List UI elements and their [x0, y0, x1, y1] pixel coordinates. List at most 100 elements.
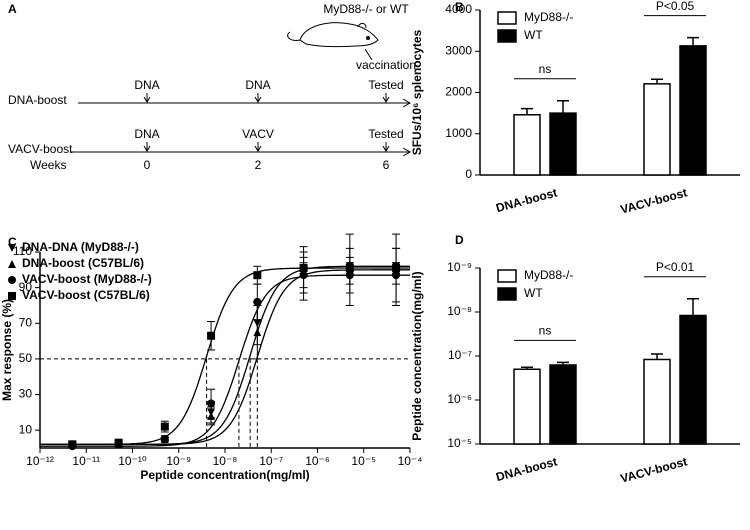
point: [299, 264, 308, 273]
error-bar: [687, 298, 699, 316]
event-label: vaccination: [356, 58, 416, 72]
bar: [679, 314, 707, 445]
y-tick-label: 10⁻⁷: [448, 348, 472, 362]
panel-label: B: [455, 0, 464, 14]
significance-label: P<0.05: [656, 0, 695, 13]
panel-label: A: [8, 2, 17, 16]
bar: [513, 114, 541, 176]
bar: [643, 358, 671, 445]
y-tick-label: 2000: [445, 85, 472, 99]
x-tick-label: DNA-boost: [494, 454, 558, 484]
x-tick-label: DNA-boost: [494, 185, 558, 215]
arrow-head: [402, 147, 412, 157]
legend-swatch: [497, 11, 517, 25]
significance-label: P<0.01: [656, 260, 695, 274]
week-label: 2: [255, 158, 262, 172]
step-label: DNA: [134, 78, 159, 92]
legend-label: DNA-boost (C57BL/6): [22, 256, 144, 270]
x-tick-label: 10⁻⁸: [213, 454, 238, 468]
error-bar: [651, 353, 663, 360]
point: [392, 264, 401, 273]
step-label: VACV: [242, 127, 274, 141]
x-tick-label: 10⁻¹¹: [72, 454, 100, 468]
y-tick-label: 4000: [445, 2, 472, 16]
legend-marker: [8, 244, 16, 252]
arrow-head: [382, 96, 390, 103]
x-tick-label: 10⁻¹²: [26, 454, 54, 468]
bar: [643, 83, 671, 176]
x-tick-label: 10⁻⁷: [259, 454, 283, 468]
legend-swatch: [497, 269, 517, 283]
x-tick-label: 10⁻⁹: [166, 454, 191, 468]
x-tick-label: VACV-boost: [619, 185, 689, 216]
arrow-head: [402, 98, 412, 108]
point: [253, 328, 262, 337]
legend-label: VACV-boost (MyD88-/-): [22, 272, 152, 286]
legend-label: WT: [524, 28, 543, 42]
legend-label: DNA-DNA (MyD88-/-): [22, 240, 139, 254]
error-bar: [557, 100, 569, 114]
mouse-icon: [287, 22, 379, 48]
legend-swatch: [497, 29, 517, 43]
x-tick-label: 10⁻⁵: [351, 454, 376, 468]
significance-label: ns: [539, 324, 552, 338]
point: [68, 440, 77, 449]
arrow-head: [143, 96, 151, 103]
error-bar: [557, 361, 569, 365]
y-tick-label: 70: [19, 315, 33, 329]
y-tick-label: 10: [19, 422, 33, 436]
step-label: Tested: [368, 78, 403, 92]
error-bar: [521, 366, 533, 370]
step-label: Tested: [368, 127, 403, 141]
y-tick-label: 110: [13, 244, 32, 258]
y-tick-label: 50: [19, 351, 33, 365]
y-tick-label: 3000: [445, 43, 472, 57]
legend-marker: [8, 292, 16, 300]
y-tick-label: 30: [19, 387, 33, 401]
legend-marker: [8, 276, 16, 284]
header: MyD88-/- or WT: [323, 2, 409, 16]
y-tick-label: 90: [19, 280, 33, 294]
y-tick-label: 10⁻⁶: [447, 392, 472, 406]
x-tick-label: VACV-boost: [619, 454, 689, 485]
y-axis-label: Max response (%): [0, 299, 14, 401]
error-bar: [687, 36, 699, 46]
legend-label: VACV-boost (C57BL/6): [22, 288, 150, 302]
week-label: 0: [144, 158, 151, 172]
legend-label: MyD88-/-: [524, 10, 573, 24]
point: [207, 331, 216, 340]
arrow-head: [254, 96, 262, 103]
step-label: DNA: [245, 78, 270, 92]
point: [253, 271, 262, 280]
row-label: VACV-boost: [8, 142, 73, 156]
point: [207, 399, 216, 408]
bar: [513, 368, 541, 445]
y-tick-label: 10⁻⁸: [447, 304, 472, 318]
bar: [549, 112, 577, 176]
y-axis-label: SFUs/10⁶ splenocytes: [410, 29, 424, 155]
bar: [549, 364, 577, 445]
y-tick-label: 1000: [445, 126, 472, 140]
error-bar: [651, 78, 663, 84]
panel-label: D: [455, 233, 464, 247]
weeks-label: Weeks: [30, 158, 66, 172]
point: [114, 438, 123, 447]
legend-label: WT: [524, 286, 543, 300]
panel-label: C: [8, 235, 17, 249]
x-tick-label: 10⁻¹⁰: [118, 454, 147, 468]
week-label: 6: [383, 158, 390, 172]
step-label: DNA: [134, 127, 159, 141]
x-axis-label: Peptide concentration(mg/ml): [140, 468, 309, 482]
arrow-head: [382, 145, 390, 152]
y-tick-label: 10⁻⁹: [447, 260, 472, 274]
legend-swatch: [497, 287, 517, 301]
arrow-head: [254, 145, 262, 152]
legend-marker: [8, 260, 16, 268]
point: [345, 264, 354, 273]
x-tick-label: 10⁻⁶: [305, 454, 330, 468]
row-label: DNA-boost: [8, 93, 67, 107]
y-axis-label: Peptide concentration(mg/ml): [410, 271, 424, 440]
arrow-head: [143, 145, 151, 152]
x-tick-label: 10⁻⁴: [398, 454, 423, 468]
